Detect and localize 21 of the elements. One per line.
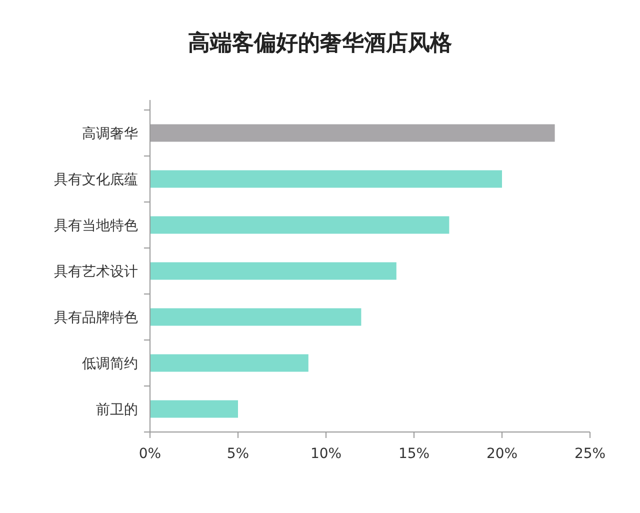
y-tick-label: 具有当地特色: [54, 218, 138, 234]
bar: [150, 400, 238, 418]
y-tick-label: 具有品牌特色: [54, 310, 138, 326]
y-tick-label: 低调简约: [82, 356, 138, 372]
bar: [150, 216, 450, 234]
x-tick-label: 0%: [138, 446, 162, 462]
x-tick-label: 10%: [310, 446, 342, 462]
x-tick-label: 25%: [574, 446, 606, 462]
x-tick-label: 20%: [486, 446, 518, 462]
y-tick-label: 前卫的: [96, 402, 138, 418]
x-tick-label: 15%: [398, 446, 430, 462]
bar: [150, 354, 308, 372]
bar: [150, 262, 396, 280]
y-tick-label: 高调奢华: [82, 126, 138, 142]
bar: [150, 170, 502, 188]
x-tick-label: 5%: [226, 446, 250, 462]
bar: [150, 308, 362, 326]
bar: [150, 124, 555, 142]
y-tick-label: 具有文化底蕴: [54, 172, 138, 188]
chart-title: 高端客偏好的奢华酒店风格: [188, 30, 453, 56]
y-tick-label: 具有艺术设计: [54, 264, 138, 280]
